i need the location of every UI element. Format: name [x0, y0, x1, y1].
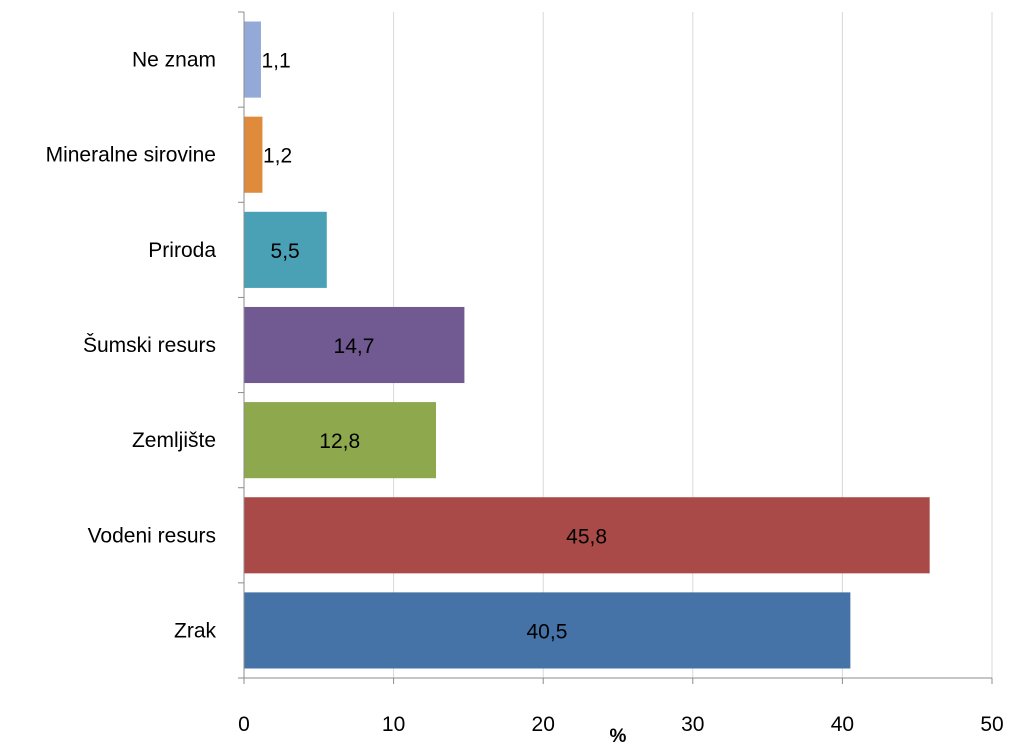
x-tick-label: 0	[238, 713, 250, 736]
category-label: Mineralne sirovine	[46, 144, 216, 167]
bar-šumski-resurs	[244, 306, 465, 384]
data-label: 40,5	[527, 620, 568, 643]
category-label: Zrak	[174, 619, 217, 642]
data-labels: 1,1 1,2 5,5 14,7 12,8 45,8 40,5	[261, 50, 607, 644]
x-tick-label: 40	[831, 713, 854, 736]
data-label: 14,7	[334, 335, 375, 358]
x-axis-title: %	[610, 726, 627, 745]
axes: Ne znam Mineralne sirovine Priroda Šumski r…	[46, 11, 1004, 736]
bars	[244, 21, 930, 669]
gridlines	[393, 12, 993, 678]
bar-vodeni-resurs	[244, 497, 930, 574]
bar-ne-znam	[244, 21, 261, 98]
category-label: Zemljište	[132, 429, 216, 452]
data-label: 1,1	[261, 50, 290, 73]
bar-mineralne-sirovine	[244, 116, 263, 193]
category-label: Vodeni resurs	[88, 524, 216, 547]
category-label: Ne znam	[132, 49, 216, 72]
data-label: 45,8	[566, 525, 607, 548]
x-tick-label: 10	[382, 713, 405, 736]
bar-priroda	[244, 211, 327, 288]
category-label: Priroda	[148, 239, 216, 262]
data-label: 12,8	[319, 430, 360, 453]
x-tick-label: 20	[532, 713, 555, 736]
bar-zemljište	[244, 402, 436, 479]
data-label: 1,2	[263, 145, 292, 168]
category-label: Šumski resurs	[83, 334, 216, 357]
x-tick-label: 50	[980, 713, 1003, 736]
bar-zrak	[244, 592, 851, 669]
x-tick-label: 30	[681, 713, 704, 736]
data-label: 5,5	[271, 240, 300, 263]
